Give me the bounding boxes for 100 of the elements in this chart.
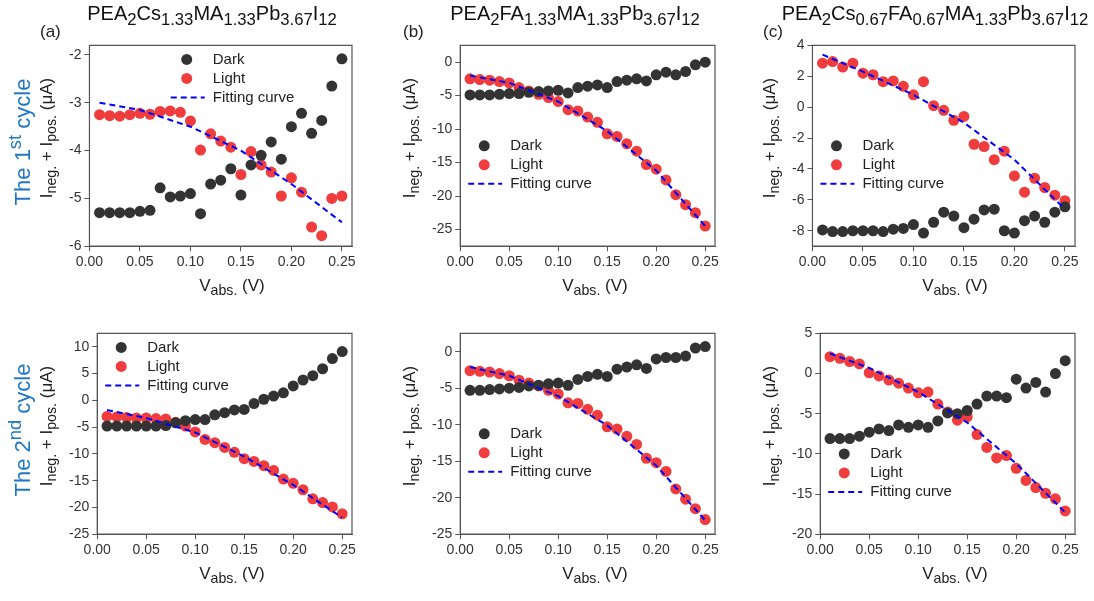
y-tick-label: -15 <box>792 484 813 501</box>
x-tick-label: 0.10 <box>176 253 205 270</box>
y-tick-label: -10 <box>792 444 813 461</box>
legend-label: Fitting curve <box>147 375 229 393</box>
x-tick-label: 0.15 <box>227 253 255 270</box>
x-axis-title: V$_{abs.}$ (V) <box>198 276 266 299</box>
y-tick-label: -10 <box>432 415 453 432</box>
y-tick-label: 0 <box>796 98 805 115</box>
x-tick-label: 0.05 <box>855 541 884 558</box>
x-tick-label: 0.00 <box>798 253 827 270</box>
y-tick-label: -20 <box>69 498 90 515</box>
x-tick-label: 0.20 <box>642 541 671 558</box>
y-tick-label: -10 <box>432 119 453 136</box>
x-tick-label: 0.25 <box>691 541 720 558</box>
x-tick-label: 0.00 <box>446 541 475 558</box>
legend-label: Dark <box>147 337 180 355</box>
x-tick-label: 0.10 <box>899 253 928 270</box>
y-tick-label: -5 <box>799 404 813 421</box>
y-tick-label: 5 <box>804 324 813 341</box>
chart-title: PEA$_{2}$Cs$_{1.33}$MA$_{1.33}$Pb$_{3.67}$I$_{12}$ <box>87 2 337 29</box>
legend-label: Fitting curve <box>510 461 592 479</box>
y-tick-label: -15 <box>432 153 453 170</box>
legend-label: Light <box>870 463 904 481</box>
x-tick-label: 0.25 <box>691 253 720 270</box>
legend-label: Dark <box>510 135 543 153</box>
y-tick-label: 0 <box>444 52 453 69</box>
y-tick-label: -5 <box>76 417 90 434</box>
x-tick-label: 0.10 <box>904 541 933 558</box>
y-tick-label: -15 <box>432 452 453 469</box>
y-tick-label: -25 <box>432 220 453 237</box>
y-tick-label: -5 <box>439 86 453 103</box>
x-axis-title: V$_{abs.}$ (V) <box>561 564 629 587</box>
y-tick-label: 2 <box>796 67 805 84</box>
y-tick-label: -4 <box>69 141 82 158</box>
legend-label: Light <box>212 68 247 86</box>
x-tick-label: 0.20 <box>279 541 308 558</box>
x-tick-label: 0.00 <box>83 541 112 558</box>
x-tick-label: 0.15 <box>593 253 622 270</box>
y-tick-label: -4 <box>792 159 805 176</box>
y-tick-label: -3 <box>69 93 82 110</box>
y-tick-label: -25 <box>69 525 90 542</box>
y-tick-label: 4 <box>796 36 805 53</box>
legend-label: Fitting curve <box>212 87 295 105</box>
legend-label: Dark <box>870 444 903 462</box>
y-tick-label: -2 <box>69 45 82 62</box>
legend-label: Fitting curve <box>510 173 592 191</box>
x-tick-label: 0.15 <box>593 541 622 558</box>
y-tick-label: 0 <box>81 391 90 408</box>
legend-label: Dark <box>212 49 245 67</box>
y-tick-label: -20 <box>432 186 453 203</box>
x-axis-title: V$_{abs.}$ (V) <box>921 564 989 587</box>
y-tick-label: -15 <box>69 471 90 488</box>
y-tick-label: -6 <box>69 237 82 254</box>
text: (c) <box>763 22 783 42</box>
y-tick-label: -8 <box>792 221 805 238</box>
y-tick-label: 5 <box>81 364 90 381</box>
y-tick-label: -5 <box>439 379 453 396</box>
x-tick-label: 0.10 <box>544 541 573 558</box>
x-tick-label: 0.05 <box>126 253 154 270</box>
x-axis-title: V$_{abs.}$ (V) <box>561 276 629 299</box>
x-tick-label: 0.00 <box>806 541 835 558</box>
text: (a) <box>40 22 61 42</box>
y-tick-label: 0 <box>444 342 453 359</box>
x-tick-label: 0.15 <box>230 541 259 558</box>
y-tick-label: -25 <box>432 525 453 542</box>
chart-title: PEA$_{2}$FA$_{1.33}$MA$_{1.33}$Pb$_{3.67}$I$_{12}$ <box>450 2 700 29</box>
x-tick-label: 0.25 <box>328 541 357 558</box>
y-tick-label: -6 <box>792 190 805 207</box>
legend-label: Fitting curve <box>870 482 952 500</box>
y-tick-label: -2 <box>792 128 805 145</box>
x-tick-label: 0.05 <box>132 541 161 558</box>
y-tick-label: 10 <box>73 337 90 354</box>
legend-label: Light <box>862 154 896 172</box>
y-tick-label: -20 <box>792 525 813 542</box>
y-tick-label: 0 <box>804 364 813 381</box>
legend-label: Fitting curve <box>862 173 945 191</box>
y-tick-label: -5 <box>69 189 82 206</box>
x-tick-label: 0.20 <box>642 253 671 270</box>
x-axis-title: V$_{abs.}$ (V) <box>198 564 266 587</box>
x-tick-label: 0.20 <box>1002 541 1031 558</box>
x-tick-label: 0.15 <box>953 541 982 558</box>
text: (b) <box>403 22 424 42</box>
x-tick-label: 0.25 <box>1051 541 1080 558</box>
legend-label: Light <box>510 442 544 460</box>
x-tick-label: 0.10 <box>181 541 210 558</box>
x-tick-label: 0.05 <box>495 253 524 270</box>
x-tick-label: 0.20 <box>1000 253 1029 270</box>
y-tick-label: -20 <box>432 488 453 505</box>
x-tick-label: 0.20 <box>277 253 306 270</box>
x-tick-label: 0.00 <box>446 253 475 270</box>
legend-label: Light <box>510 154 544 172</box>
x-tick-label: 0.25 <box>328 253 356 270</box>
x-tick-label: 0.10 <box>544 253 573 270</box>
x-tick-label: 0.25 <box>1051 253 1079 270</box>
y-tick-label: -10 <box>69 444 90 461</box>
x-tick-label: 0.05 <box>849 253 877 270</box>
x-tick-label: 0.05 <box>495 541 524 558</box>
chart-title: PEA$_{2}$Cs$_{0.67}$FA$_{0.67}$MA$_{1.33}$Pb$_{3.67}$I$_{12}$ <box>781 2 1089 29</box>
legend-label: Dark <box>862 135 895 153</box>
x-axis-title: V$_{abs.}$ (V) <box>921 276 989 299</box>
